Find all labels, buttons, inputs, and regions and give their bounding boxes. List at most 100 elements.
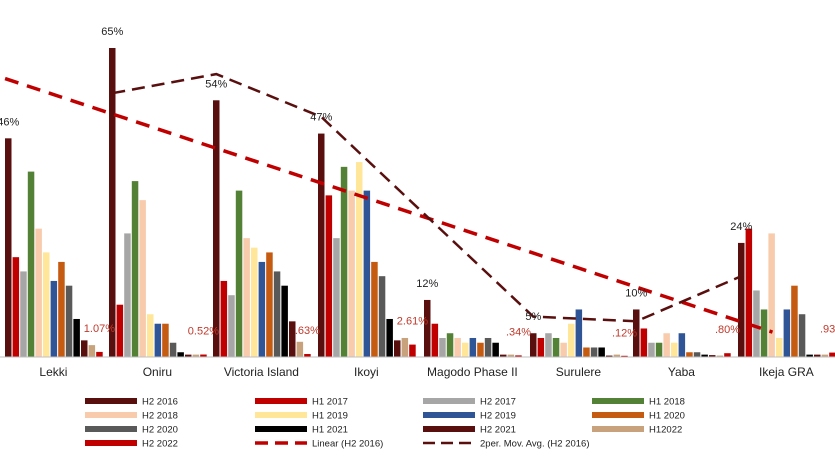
legend-label: Linear (H2 2016) (312, 439, 383, 450)
legend-item-h1-2017: H1 2017 (255, 397, 348, 408)
legend-swatch (423, 398, 475, 404)
bar-ikeja-gra-h2-2020 (798, 314, 806, 357)
bar-magodo-phase-ii-h1-2019 (462, 342, 469, 357)
bar-ikeja-gra-h2-2022 (829, 352, 835, 357)
legend-item-h2-2019: H2 2019 (423, 411, 516, 422)
bar-oniru-h1-2020 (162, 323, 169, 357)
legend-swatch (255, 412, 307, 418)
legend-item-h2-2020: H2 2020 (85, 425, 178, 436)
category-label-magodo-phase-ii: Magodo Phase II (427, 365, 518, 379)
bar-lekki-h2-2022 (96, 351, 103, 357)
labels-layer: 46% 65% 54% 47% 12% 5% 10% 24% 1.07% 0.52% .63% 2.6… (0, 26, 835, 379)
top-label-magodo-phase-ii: 12% (416, 278, 438, 290)
bar-victoria-island-h12022 (296, 341, 304, 357)
bar-magodo-phase-ii-h2-2020 (484, 337, 492, 357)
h2-2022-label-ikeja-gra: .93% (820, 324, 835, 336)
bar-magodo-phase-ii-h2-2021 (500, 354, 507, 357)
legend-swatch (85, 398, 137, 404)
legend-label: H1 2018 (649, 397, 685, 408)
bar-magodo-phase-ii-h2-2017 (439, 337, 446, 357)
legend-swatch (592, 412, 644, 418)
top-label-ikoyi: 47% (310, 112, 332, 124)
bar-ikoyi-h1-2018 (340, 166, 348, 357)
bar-magodo-phase-ii-h1-2021 (492, 342, 499, 357)
bar-ikoyi-h1-2017 (325, 195, 333, 357)
bar-ikeja-gra-h2-2016 (738, 242, 745, 357)
top-label-ikeja-gra: 24% (730, 221, 752, 233)
bar-yaba-h2-2020 (693, 352, 701, 357)
bar-victoria-island-h2-2021 (289, 321, 296, 357)
h2-2022-label-ikoyi: 2.61% (397, 316, 428, 328)
bar-ikeja-gra-h1-2019 (776, 337, 783, 357)
bar-yaba-h1-2017 (640, 328, 648, 357)
legend-item-h12022: H12022 (592, 425, 682, 436)
bar-yaba-h2-2017 (648, 342, 655, 357)
category-label-surulere: Surulere (556, 365, 602, 379)
bar-oniru-h1-2019 (147, 314, 154, 357)
bar-lekki-h12022 (88, 345, 96, 357)
bar-ikoyi-h2-2018 (348, 190, 355, 357)
bar-surulere-h12022 (613, 354, 621, 357)
bar-oniru-h1-2018 (131, 181, 139, 357)
bar-surulere-h2-2016 (530, 333, 537, 357)
bar-ikoyi-h1-2019 (356, 162, 363, 357)
bar-yaba-h2-2018 (663, 333, 670, 357)
bar-oniru-h2-2022 (200, 354, 207, 357)
bar-yaba-h1-2021 (701, 354, 708, 357)
h2-2022-label-surulere: .12% (612, 327, 637, 339)
legend-item-h2-2016: H2 2016 (85, 397, 178, 408)
bar-magodo-phase-ii-h1-2017 (431, 323, 439, 357)
bar-lekki-h2-2021 (81, 340, 88, 357)
bar-yaba-h1-2018 (655, 342, 663, 357)
category-label-ikoyi: Ikoyi (354, 365, 379, 379)
bar-surulere-h2-2020 (590, 347, 598, 357)
legend: H2 2016 H1 2017 H2 2017 H1 2018 H2 2018 H1 20… (85, 397, 685, 450)
top-label-oniru: 65% (101, 26, 123, 38)
legend-swatch (85, 412, 137, 418)
legend-item-h1-2018: H1 2018 (592, 397, 685, 408)
legend-item-linear-h2-2016: Linear (H2 2016) (255, 439, 383, 450)
bar-ikeja-gra-h12022 (821, 354, 829, 357)
bar-magodo-phase-ii-h1-2020 (477, 342, 484, 357)
legend-label: H2 2019 (480, 411, 516, 422)
bar-ikoyi-h1-2020 (371, 261, 378, 357)
category-label-lekki: Lekki (39, 365, 67, 379)
legend-label: 2per. Mov. Avg. (H2 2016) (480, 439, 590, 450)
legend-label: H1 2021 (312, 425, 348, 436)
bar-ikoyi-h2-2017 (333, 238, 340, 357)
legend-label: H2 2018 (142, 411, 178, 422)
bar-victoria-island-h2-2016 (213, 100, 220, 357)
legend-item-h2-2018: H2 2018 (85, 411, 178, 422)
bar-ikeja-gra-h2-2018 (768, 233, 775, 357)
bar-oniru-h2-2020 (169, 342, 177, 357)
bar-victoria-island-h2-2020 (273, 271, 281, 357)
bar-ikeja-gra-h1-2018 (760, 309, 768, 357)
bar-ikeja-gra-h2-2017 (753, 290, 760, 357)
top-label-lekki: 46% (0, 116, 20, 128)
bar-ikeja-gra-h2-2021 (814, 354, 821, 357)
trendlines-layer (0, 72, 774, 334)
bar-victoria-island-h2-2019 (258, 261, 266, 357)
legend-item-h1-2020: H1 2020 (592, 411, 685, 422)
legend-swatch (255, 426, 307, 432)
bar-oniru-h2-2019 (154, 323, 162, 357)
bar-lekki-h1-2020 (58, 261, 65, 357)
bar-ikeja-gra-h1-2020 (791, 285, 798, 357)
legend-label: H1 2020 (649, 411, 685, 422)
bar-oniru-h12022 (192, 354, 200, 357)
bar-lekki-h1-2021 (73, 318, 80, 357)
bar-magodo-phase-ii-h2-2019 (469, 337, 477, 357)
bar-magodo-phase-ii-h12022 (507, 354, 515, 357)
bar-yaba-h12022 (716, 355, 724, 357)
bar-oniru-h2-2017 (124, 233, 131, 357)
legend-swatch (85, 426, 137, 432)
legend-label: H1 2017 (312, 397, 348, 408)
legend-swatch (423, 412, 475, 418)
h2-2022-label-lekki: 1.07% (84, 323, 115, 335)
bar-lekki-h1-2017 (12, 257, 20, 357)
bar-surulere-h1-2021 (598, 347, 605, 357)
legend-swatch (255, 398, 307, 404)
bar-yaba-h2-2021 (709, 355, 716, 357)
bar-victoria-island-h1-2021 (281, 285, 288, 357)
bar-victoria-island-h2-2022 (304, 354, 311, 357)
